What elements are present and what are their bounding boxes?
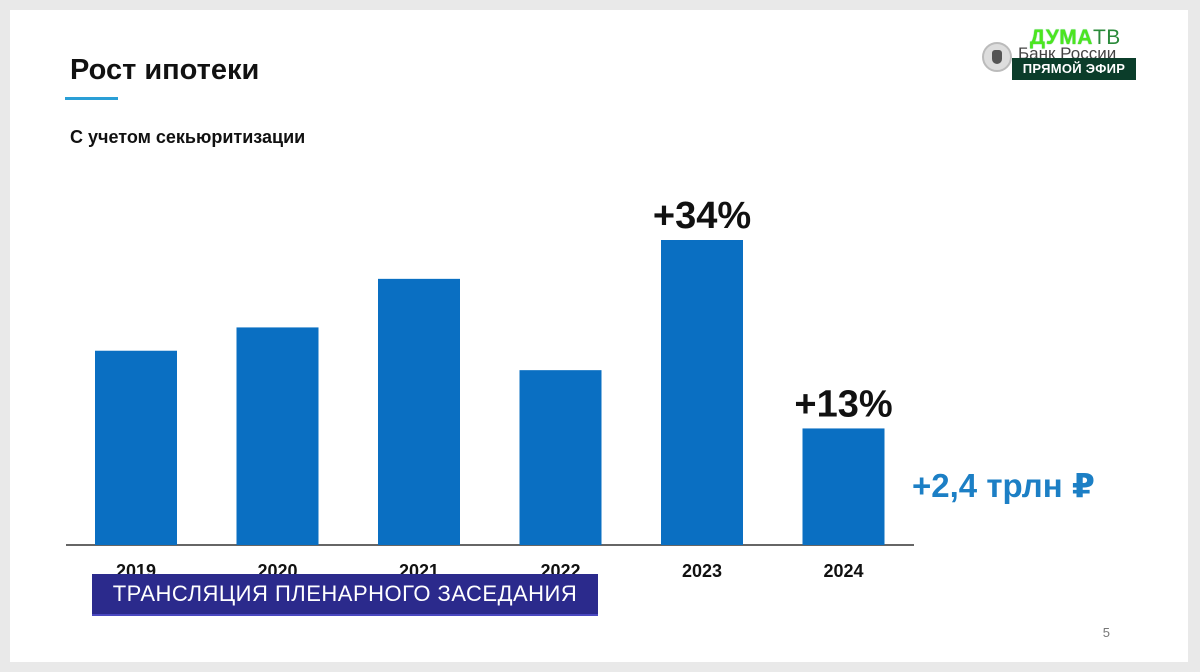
growth-annotation-2024: +13%	[794, 383, 892, 425]
bar-2024	[802, 428, 885, 545]
growth-annotation-2023: +34%	[653, 195, 751, 237]
channel-logo-tv: ТВ	[1092, 26, 1121, 49]
chart-subtitle: С учетом секьюритизации	[70, 127, 306, 147]
broadcast-ticker: ТРАНСЛЯЦИЯ ПЛЕНАРНОГО ЗАСЕДАНИЯ	[92, 574, 598, 616]
bar-2019	[95, 350, 177, 545]
x-tick-label-2023: 2023	[682, 561, 722, 581]
title-underline	[65, 97, 118, 100]
bar-2021	[378, 278, 460, 545]
bar-2023	[661, 240, 743, 545]
total-growth-label: +2,4 трлн ₽	[912, 467, 1095, 504]
x-tick-label-2024: 2024	[823, 561, 863, 581]
bar-2022	[519, 370, 602, 545]
bar-2020	[236, 327, 319, 545]
channel-logo: ДУМАТВ	[1030, 26, 1121, 50]
page-number: 5	[1102, 625, 1110, 640]
slide: Рост ипотеки С учетом секьюритизации 5	[10, 10, 1188, 662]
page-title: Рост ипотеки	[70, 54, 260, 86]
channel-logo-duma: ДУМА	[1030, 26, 1093, 49]
live-badge: ПРЯМОЙ ЭФИР	[1012, 58, 1136, 80]
bank-emblem-icon	[982, 42, 1012, 72]
